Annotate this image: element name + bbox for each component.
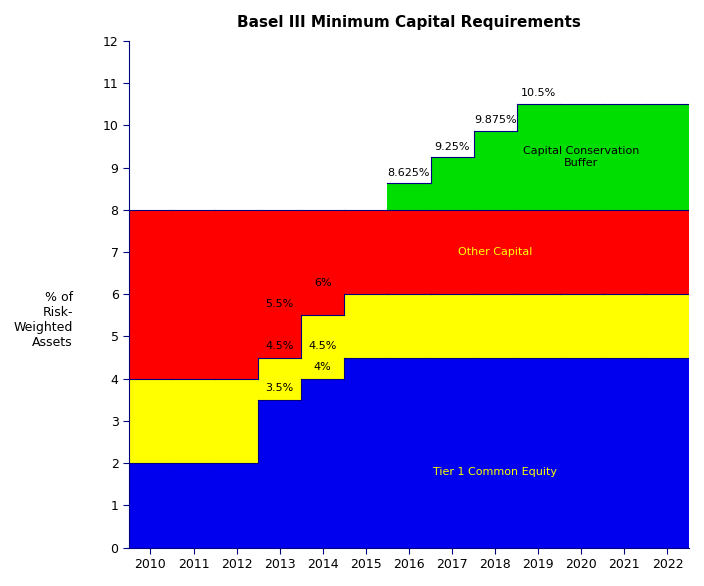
- Text: 9.25%: 9.25%: [434, 141, 470, 152]
- Text: 4.5%: 4.5%: [308, 341, 337, 351]
- Text: 3.5%: 3.5%: [265, 383, 294, 393]
- Text: 6%: 6%: [314, 278, 332, 288]
- Text: 8.625%: 8.625%: [388, 168, 430, 178]
- Text: Other Tier 1 Capital: Other Tier 1 Capital: [441, 323, 550, 333]
- Text: Tier 1 Common Equity: Tier 1 Common Equity: [433, 466, 557, 476]
- Text: 10.5%: 10.5%: [520, 88, 556, 98]
- Text: Capital Conservation
Buffer: Capital Conservation Buffer: [523, 146, 639, 168]
- Title: Basel III Minimum Capital Requirements: Basel III Minimum Capital Requirements: [237, 15, 581, 30]
- Text: 5.5%: 5.5%: [265, 299, 294, 309]
- Text: 9.875%: 9.875%: [474, 115, 517, 125]
- Text: 4.5%: 4.5%: [265, 341, 294, 351]
- Text: 4%: 4%: [314, 362, 332, 372]
- Y-axis label: % of
Risk-
Weighted
Assets: % of Risk- Weighted Assets: [13, 291, 73, 349]
- Text: Other Capital: Other Capital: [458, 247, 532, 257]
